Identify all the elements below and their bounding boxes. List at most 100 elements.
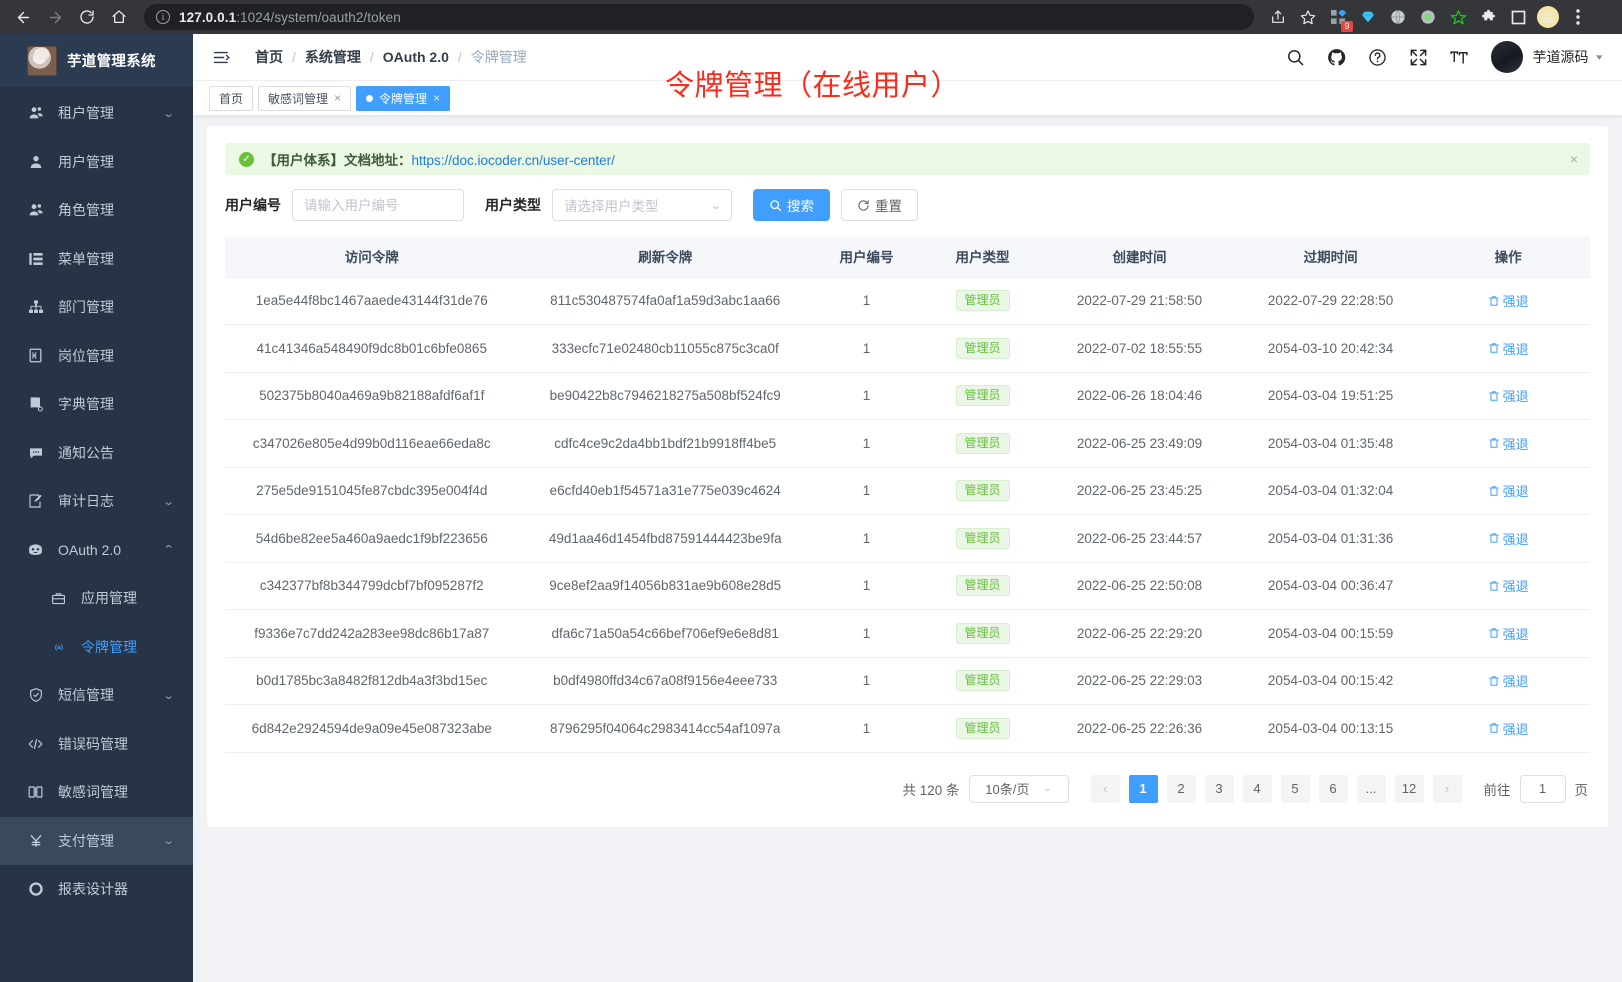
cell-expire-time: 2054-03-04 01:35:48	[1235, 419, 1427, 468]
sidebar-item-dept[interactable]: 部门管理	[0, 283, 193, 332]
pagination-page-6[interactable]: 6	[1318, 774, 1348, 803]
github-icon[interactable]	[1325, 46, 1347, 68]
breadcrumb-item-oauth2[interactable]: OAuth 2.0	[382, 49, 449, 65]
sidebar-item-error-code[interactable]: 错误码管理	[0, 720, 193, 769]
cell-create-time: 2022-06-25 23:44:57	[1043, 514, 1236, 563]
force-logout-button[interactable]: 强退	[1488, 291, 1529, 310]
help-circle-icon[interactable]	[1366, 46, 1388, 68]
pagination-page-4[interactable]: 4	[1242, 774, 1272, 803]
square-icon[interactable]	[1504, 3, 1532, 31]
home-icon[interactable]	[104, 2, 134, 32]
force-logout-button[interactable]: 强退	[1488, 529, 1529, 548]
column-create-time: 创建时间	[1043, 236, 1236, 278]
pagination-ellipsis[interactable]: ...	[1356, 774, 1386, 803]
force-logout-button[interactable]: 强退	[1488, 576, 1529, 595]
sidebar-item-token-management[interactable]: (a) 令牌管理	[0, 623, 193, 672]
circle-green-icon[interactable]	[1414, 3, 1442, 31]
font-size-icon[interactable]	[1448, 46, 1470, 68]
pagination-jump-input[interactable]	[1519, 774, 1566, 803]
sidebar-item-post[interactable]: 岗位管理	[0, 332, 193, 381]
cell-create-time: 2022-06-25 22:29:20	[1043, 609, 1236, 658]
force-logout-button[interactable]: 强退	[1488, 719, 1529, 738]
force-logout-button[interactable]: 强退	[1488, 481, 1529, 500]
pagination-next-button[interactable]: ›	[1432, 774, 1462, 803]
tab-sensitive-word[interactable]: 敏感词管理 ×	[258, 85, 352, 111]
sidebar-item-label: 敏感词管理	[58, 784, 128, 801]
sidebar-item-notice[interactable]: 通知公告	[0, 429, 193, 478]
cell-user-type: 管理员	[921, 467, 1044, 515]
cell-operation: 强退	[1426, 657, 1590, 705]
search-button[interactable]: 搜索	[753, 189, 830, 221]
share-icon[interactable]	[1264, 3, 1292, 31]
breadcrumb-separator: /	[369, 49, 374, 65]
three-dot-menu-icon[interactable]	[1564, 3, 1592, 31]
pagination-page-12[interactable]: 12	[1394, 774, 1424, 803]
star-icon[interactable]	[1294, 3, 1322, 31]
sidebar-item-app-management[interactable]: 应用管理	[0, 574, 193, 623]
force-logout-button[interactable]: 强退	[1488, 671, 1529, 690]
sidebar-item-label: 用户管理	[58, 153, 114, 170]
pagination-page-5[interactable]: 5	[1280, 774, 1310, 803]
cell-expire-time: 2054-03-04 01:31:36	[1235, 514, 1427, 563]
sidebar-item-report-designer[interactable]: 报表设计器	[0, 865, 193, 914]
sidebar-item-tenant[interactable]: 租户管理 ⌄	[0, 89, 193, 138]
star-green-icon[interactable]	[1444, 3, 1472, 31]
pagination-prev-button[interactable]: ‹	[1090, 774, 1120, 803]
pagination-page-1[interactable]: 1	[1128, 774, 1158, 803]
reset-button[interactable]: 重置	[841, 189, 918, 221]
user-type-select[interactable]: 请选择用户类型 ⌄	[552, 189, 732, 221]
pagination-page-2[interactable]: 2	[1166, 774, 1196, 803]
force-logout-button[interactable]: 强退	[1488, 339, 1529, 358]
hamburger-menu-icon[interactable]	[209, 45, 233, 69]
sidebar-item-label: 角色管理	[58, 202, 114, 219]
sidebar-item-menu[interactable]: 菜单管理	[0, 235, 193, 284]
cell-user-id: 1	[811, 704, 922, 753]
reload-icon[interactable]	[72, 2, 102, 32]
back-arrow-icon[interactable]	[8, 2, 38, 32]
sidebar-item-dict[interactable]: 字典管理	[0, 380, 193, 429]
page-size-select[interactable]: 10条/页 ⌄	[968, 774, 1069, 803]
diamond-icon[interactable]	[1354, 3, 1382, 31]
tab-home[interactable]: 首页	[209, 85, 254, 111]
close-icon[interactable]: ×	[334, 91, 342, 105]
sidebar-item-audit-log[interactable]: 审计日志 ⌄	[0, 477, 193, 526]
sidebar-item-role[interactable]: 角色管理	[0, 186, 193, 235]
chevron-down-icon: ⌄	[162, 495, 175, 508]
sidebar-item-sensitive-word[interactable]: 敏感词管理	[0, 768, 193, 817]
puzzle-icon[interactable]	[1474, 3, 1502, 31]
alert-link[interactable]: https://doc.iocoder.cn/user-center/	[411, 153, 615, 168]
user-menu[interactable]: 芋道源码 ▾	[1491, 41, 1603, 73]
globe-icon[interactable]	[1384, 3, 1412, 31]
pagination-jump-suffix: 页	[1574, 782, 1589, 798]
force-logout-button[interactable]: 强退	[1488, 434, 1529, 453]
app-logo-icon	[27, 45, 57, 76]
close-icon[interactable]: ×	[433, 91, 441, 105]
sidebar-item-label: 错误码管理	[58, 735, 128, 752]
search-icon[interactable]	[1284, 46, 1306, 68]
forward-arrow-icon[interactable]	[40, 2, 70, 32]
force-logout-button[interactable]: 强退	[1488, 624, 1529, 643]
breadcrumb-item-system[interactable]: 系统管理	[304, 49, 361, 65]
sidebar-item-user[interactable]: 用户管理	[0, 138, 193, 187]
fullscreen-icon[interactable]	[1407, 46, 1429, 68]
column-operation: 操作	[1426, 236, 1590, 278]
brand-header[interactable]: 芋道管理系统	[0, 34, 193, 87]
extensions-grid-icon[interactable]: 9	[1324, 3, 1353, 32]
user-id-input[interactable]	[292, 189, 464, 221]
tab-token-management[interactable]: 令牌管理 ×	[356, 85, 451, 111]
force-logout-button[interactable]: 强退	[1488, 386, 1529, 405]
dictionary-icon	[27, 396, 44, 412]
sidebar-item-payment[interactable]: 支付管理 ⌄	[0, 816, 193, 865]
cell-operation: 强退	[1426, 372, 1590, 420]
address-bar[interactable]: i 127.0.0.1:1024/system/oauth2/token	[144, 4, 1254, 30]
breadcrumb-item-home[interactable]: 首页	[255, 49, 283, 65]
close-icon[interactable]: ×	[1569, 151, 1578, 167]
tab-label: 敏感词管理	[268, 91, 329, 106]
sidebar-item-sms[interactable]: 短信管理 ⌄	[0, 671, 193, 720]
site-info-icon[interactable]: i	[156, 10, 170, 24]
pagination-page-3[interactable]: 3	[1204, 774, 1234, 803]
cell-refresh-token: 333ecfc71e02480cb11055c875c3ca0f	[518, 324, 812, 373]
sidebar-item-oauth2[interactable]: OAuth 2.0 ⌃	[0, 526, 193, 575]
profile-avatar-icon[interactable]: 😀	[1534, 3, 1562, 31]
user-icon	[27, 154, 44, 170]
